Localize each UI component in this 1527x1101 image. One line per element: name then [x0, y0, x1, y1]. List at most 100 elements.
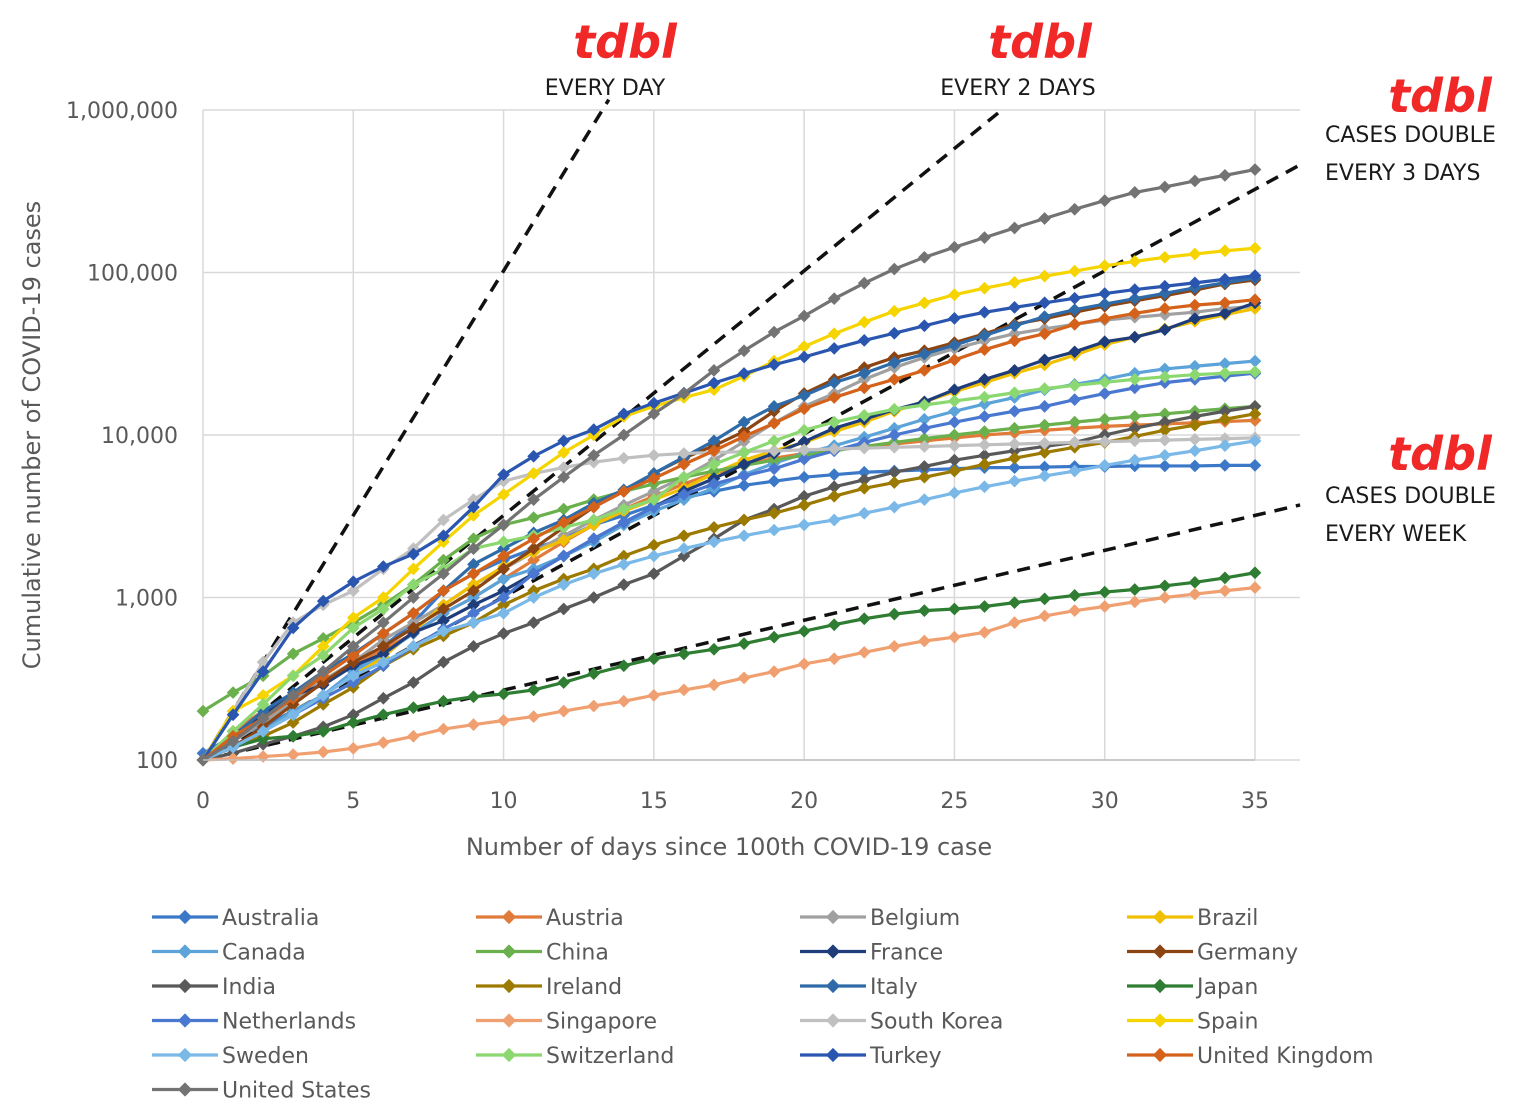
- legend-item: Belgium: [800, 906, 960, 931]
- legend-item: Ireland: [476, 975, 622, 1000]
- legend-swatch-marker: [1152, 1013, 1168, 1028]
- y-tick-label: 100,000: [87, 262, 178, 287]
- legend-swatch-marker: [1152, 944, 1168, 959]
- legend-item: United Kingdom: [1127, 1044, 1374, 1069]
- x-tick-label: 5: [346, 789, 360, 814]
- legend-item: France: [800, 941, 943, 966]
- legend-label: Singapore: [546, 1010, 657, 1035]
- data-point: [497, 468, 510, 482]
- y-tick-label: 100: [136, 749, 178, 774]
- legend-label: Switzerland: [546, 1044, 674, 1069]
- legend-label: Japan: [1195, 975, 1258, 1000]
- legend-item: United States: [152, 1079, 371, 1101]
- legend-label: India: [222, 975, 276, 1000]
- legend-item: India: [152, 975, 276, 1000]
- legend-label: China: [546, 941, 609, 966]
- legend-item: Canada: [152, 941, 306, 966]
- legend-label: Ireland: [546, 975, 622, 1000]
- legend-swatch-marker: [501, 1013, 517, 1028]
- legend-swatch-marker: [501, 944, 517, 959]
- x-tick-label: 0: [196, 789, 210, 814]
- legend-label: Austria: [546, 906, 624, 931]
- series-line-united-states: [202, 167, 1256, 762]
- legend-item: Spain: [1127, 1010, 1258, 1035]
- legend-swatch-marker: [501, 978, 517, 994]
- x-tick-label: 35: [1241, 789, 1269, 814]
- legend-item: Sweden: [152, 1044, 309, 1069]
- legend-swatch-marker: [825, 944, 841, 959]
- y-axis-title: Cumulative number of COVID-19 cases: [18, 201, 46, 669]
- legend-label: Spain: [1197, 1010, 1258, 1035]
- legend-swatch-marker: [1152, 1047, 1168, 1063]
- legend-swatch-marker: [177, 1013, 193, 1028]
- legend-swatch-marker: [825, 909, 841, 925]
- legend-swatch-marker: [825, 1047, 841, 1063]
- x-tick-label: 15: [640, 789, 668, 814]
- legend-label: Sweden: [222, 1044, 309, 1069]
- data-point: [467, 500, 480, 514]
- legend-item: Germany: [1127, 941, 1298, 966]
- legend-item: Turkey: [800, 1044, 942, 1069]
- reference-line-label: CASES DOUBLE: [1325, 123, 1496, 148]
- legend-label: Turkey: [869, 1044, 942, 1069]
- legend-swatch-marker: [177, 1047, 193, 1063]
- reference-line-label: EVERY WEEK: [1325, 522, 1467, 547]
- legend-swatch-marker: [177, 944, 193, 959]
- axes: 0 5 10 15 20 25 30 35 100 1,000 10,000 100,000 1,000…: [18, 99, 1269, 861]
- y-tick-label: 1,000,000: [66, 99, 178, 124]
- tdbl-annotation: tdbl: [1388, 427, 1493, 481]
- legend-label: South Korea: [870, 1010, 1003, 1035]
- legend-swatch-marker: [177, 1082, 193, 1097]
- tdbl-annotation: tdbl: [988, 15, 1093, 69]
- legend-label: Canada: [222, 941, 306, 966]
- legend-swatch-marker: [1152, 909, 1168, 925]
- legend-swatch-marker: [825, 978, 841, 994]
- legend-label: United States: [222, 1079, 371, 1101]
- legend-swatch-marker: [501, 1047, 517, 1063]
- legend-item: Austria: [476, 906, 624, 931]
- legend-swatch-marker: [825, 1013, 841, 1028]
- series-line-france: [202, 301, 1256, 762]
- legend-item: Italy: [800, 975, 918, 1000]
- legend-item: Singapore: [476, 1010, 657, 1035]
- reference-line-label: EVERY DAY: [545, 76, 666, 101]
- reference-line-label: EVERY 3 DAYS: [1325, 161, 1480, 186]
- x-axis-title: Number of days since 100th COVID-19 case: [466, 833, 992, 861]
- tdbl-annotation: tdbl: [573, 15, 678, 69]
- legend-label: Brazil: [1197, 906, 1258, 931]
- reference-line-doubling: [201, 108, 1004, 762]
- reference-line-label: CASES DOUBLE: [1325, 484, 1496, 509]
- legend-item: Switzerland: [476, 1044, 674, 1069]
- legend-item: Japan: [1127, 975, 1258, 1000]
- data-point: [857, 506, 871, 520]
- reference-line-doubling: [201, 98, 611, 761]
- legend-swatch-marker: [177, 978, 193, 994]
- tdbl-annotation: tdbl: [1388, 69, 1493, 123]
- legend-label: Italy: [870, 975, 918, 1000]
- x-tick-label: 25: [940, 789, 968, 814]
- legend-swatch-marker: [1152, 978, 1168, 994]
- y-tick-label: 10,000: [101, 424, 178, 449]
- legend-label: United Kingdom: [1197, 1044, 1374, 1069]
- legend-swatch-marker: [177, 909, 193, 925]
- legend-label: Belgium: [870, 906, 960, 931]
- legend-label: France: [870, 941, 943, 966]
- legend-item: Brazil: [1127, 906, 1258, 931]
- data-point: [497, 488, 510, 501]
- y-tick-label: 1,000: [115, 587, 178, 612]
- legend-item: Netherlands: [152, 1010, 356, 1035]
- reference-line-label: EVERY 2 DAYS: [940, 76, 1095, 101]
- data-point: [767, 506, 781, 520]
- legend: Australia Austria Belgium Brazil Canada China…: [152, 906, 1374, 1101]
- legend-swatch-marker: [501, 909, 517, 925]
- x-tick-label: 30: [1091, 789, 1119, 814]
- x-tick-label: 20: [790, 789, 818, 814]
- legend-label: Germany: [1197, 941, 1298, 966]
- legend-item: Australia: [152, 906, 319, 931]
- legend-label: Netherlands: [222, 1010, 356, 1035]
- legend-label: Australia: [222, 906, 319, 931]
- x-tick-label: 10: [490, 789, 518, 814]
